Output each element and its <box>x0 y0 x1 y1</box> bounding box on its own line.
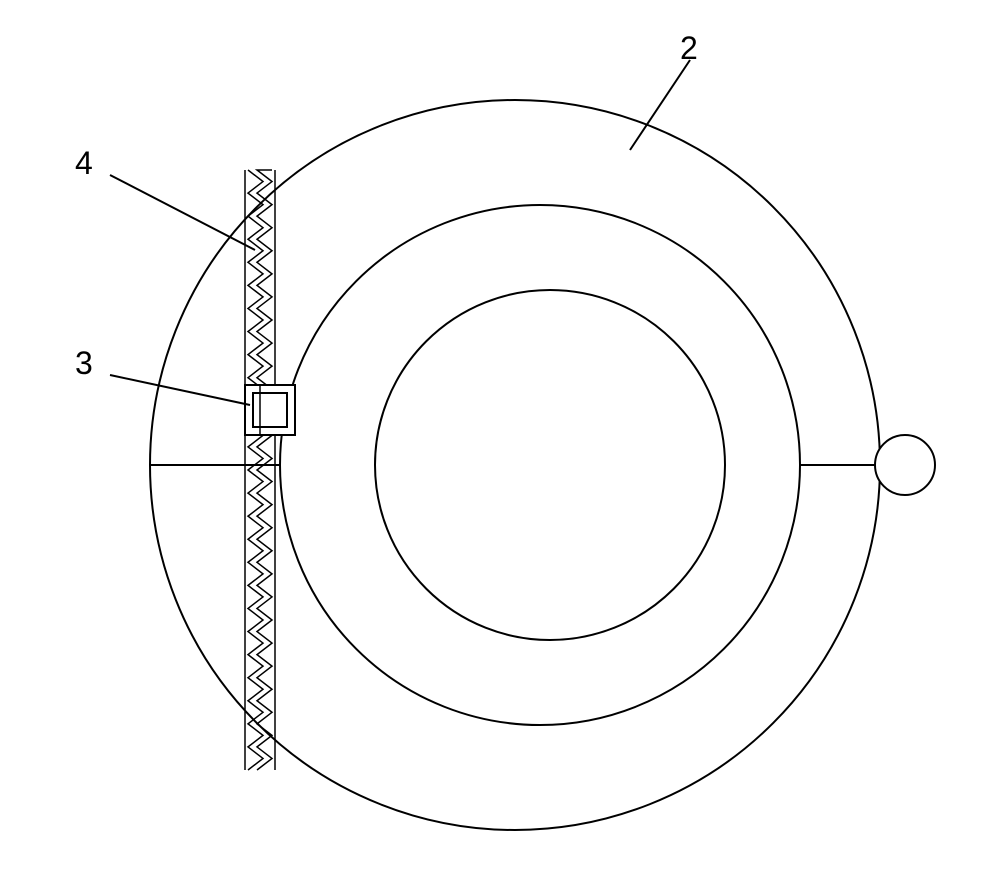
technical-diagram <box>0 0 1000 890</box>
zipper <box>245 170 275 770</box>
leader-line-3 <box>110 375 250 405</box>
leader-line-2 <box>630 60 690 150</box>
middle-ring <box>280 205 800 725</box>
label-2: 2 <box>680 30 698 67</box>
label-4: 4 <box>75 145 93 182</box>
label-3: 3 <box>75 345 93 382</box>
inner-ring <box>375 290 725 640</box>
leader-line-4 <box>110 175 255 250</box>
hinge-circle <box>875 435 935 495</box>
